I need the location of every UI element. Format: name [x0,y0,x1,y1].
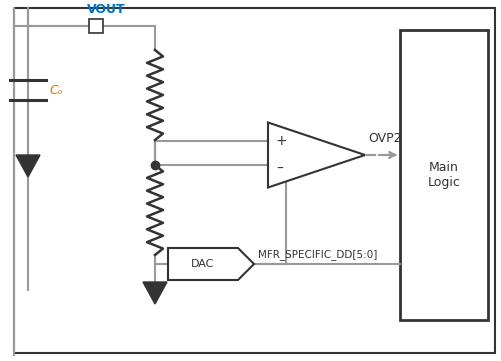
Text: +: + [276,134,288,148]
Text: –: – [276,162,283,176]
Text: Cₒ: Cₒ [49,83,63,96]
Text: Main
Logic: Main Logic [427,161,460,189]
Bar [89,19,103,33]
Polygon shape [168,248,254,280]
Text: OVP2: OVP2 [368,132,401,145]
Polygon shape [268,122,365,187]
Polygon shape [143,282,167,304]
Text: MFR_SPECIFIC_DD[5:0]: MFR_SPECIFIC_DD[5:0] [258,249,377,260]
Text: VOUT: VOUT [87,3,126,16]
Text: DAC: DAC [191,259,215,269]
Bar [400,30,488,320]
Polygon shape [16,155,40,177]
